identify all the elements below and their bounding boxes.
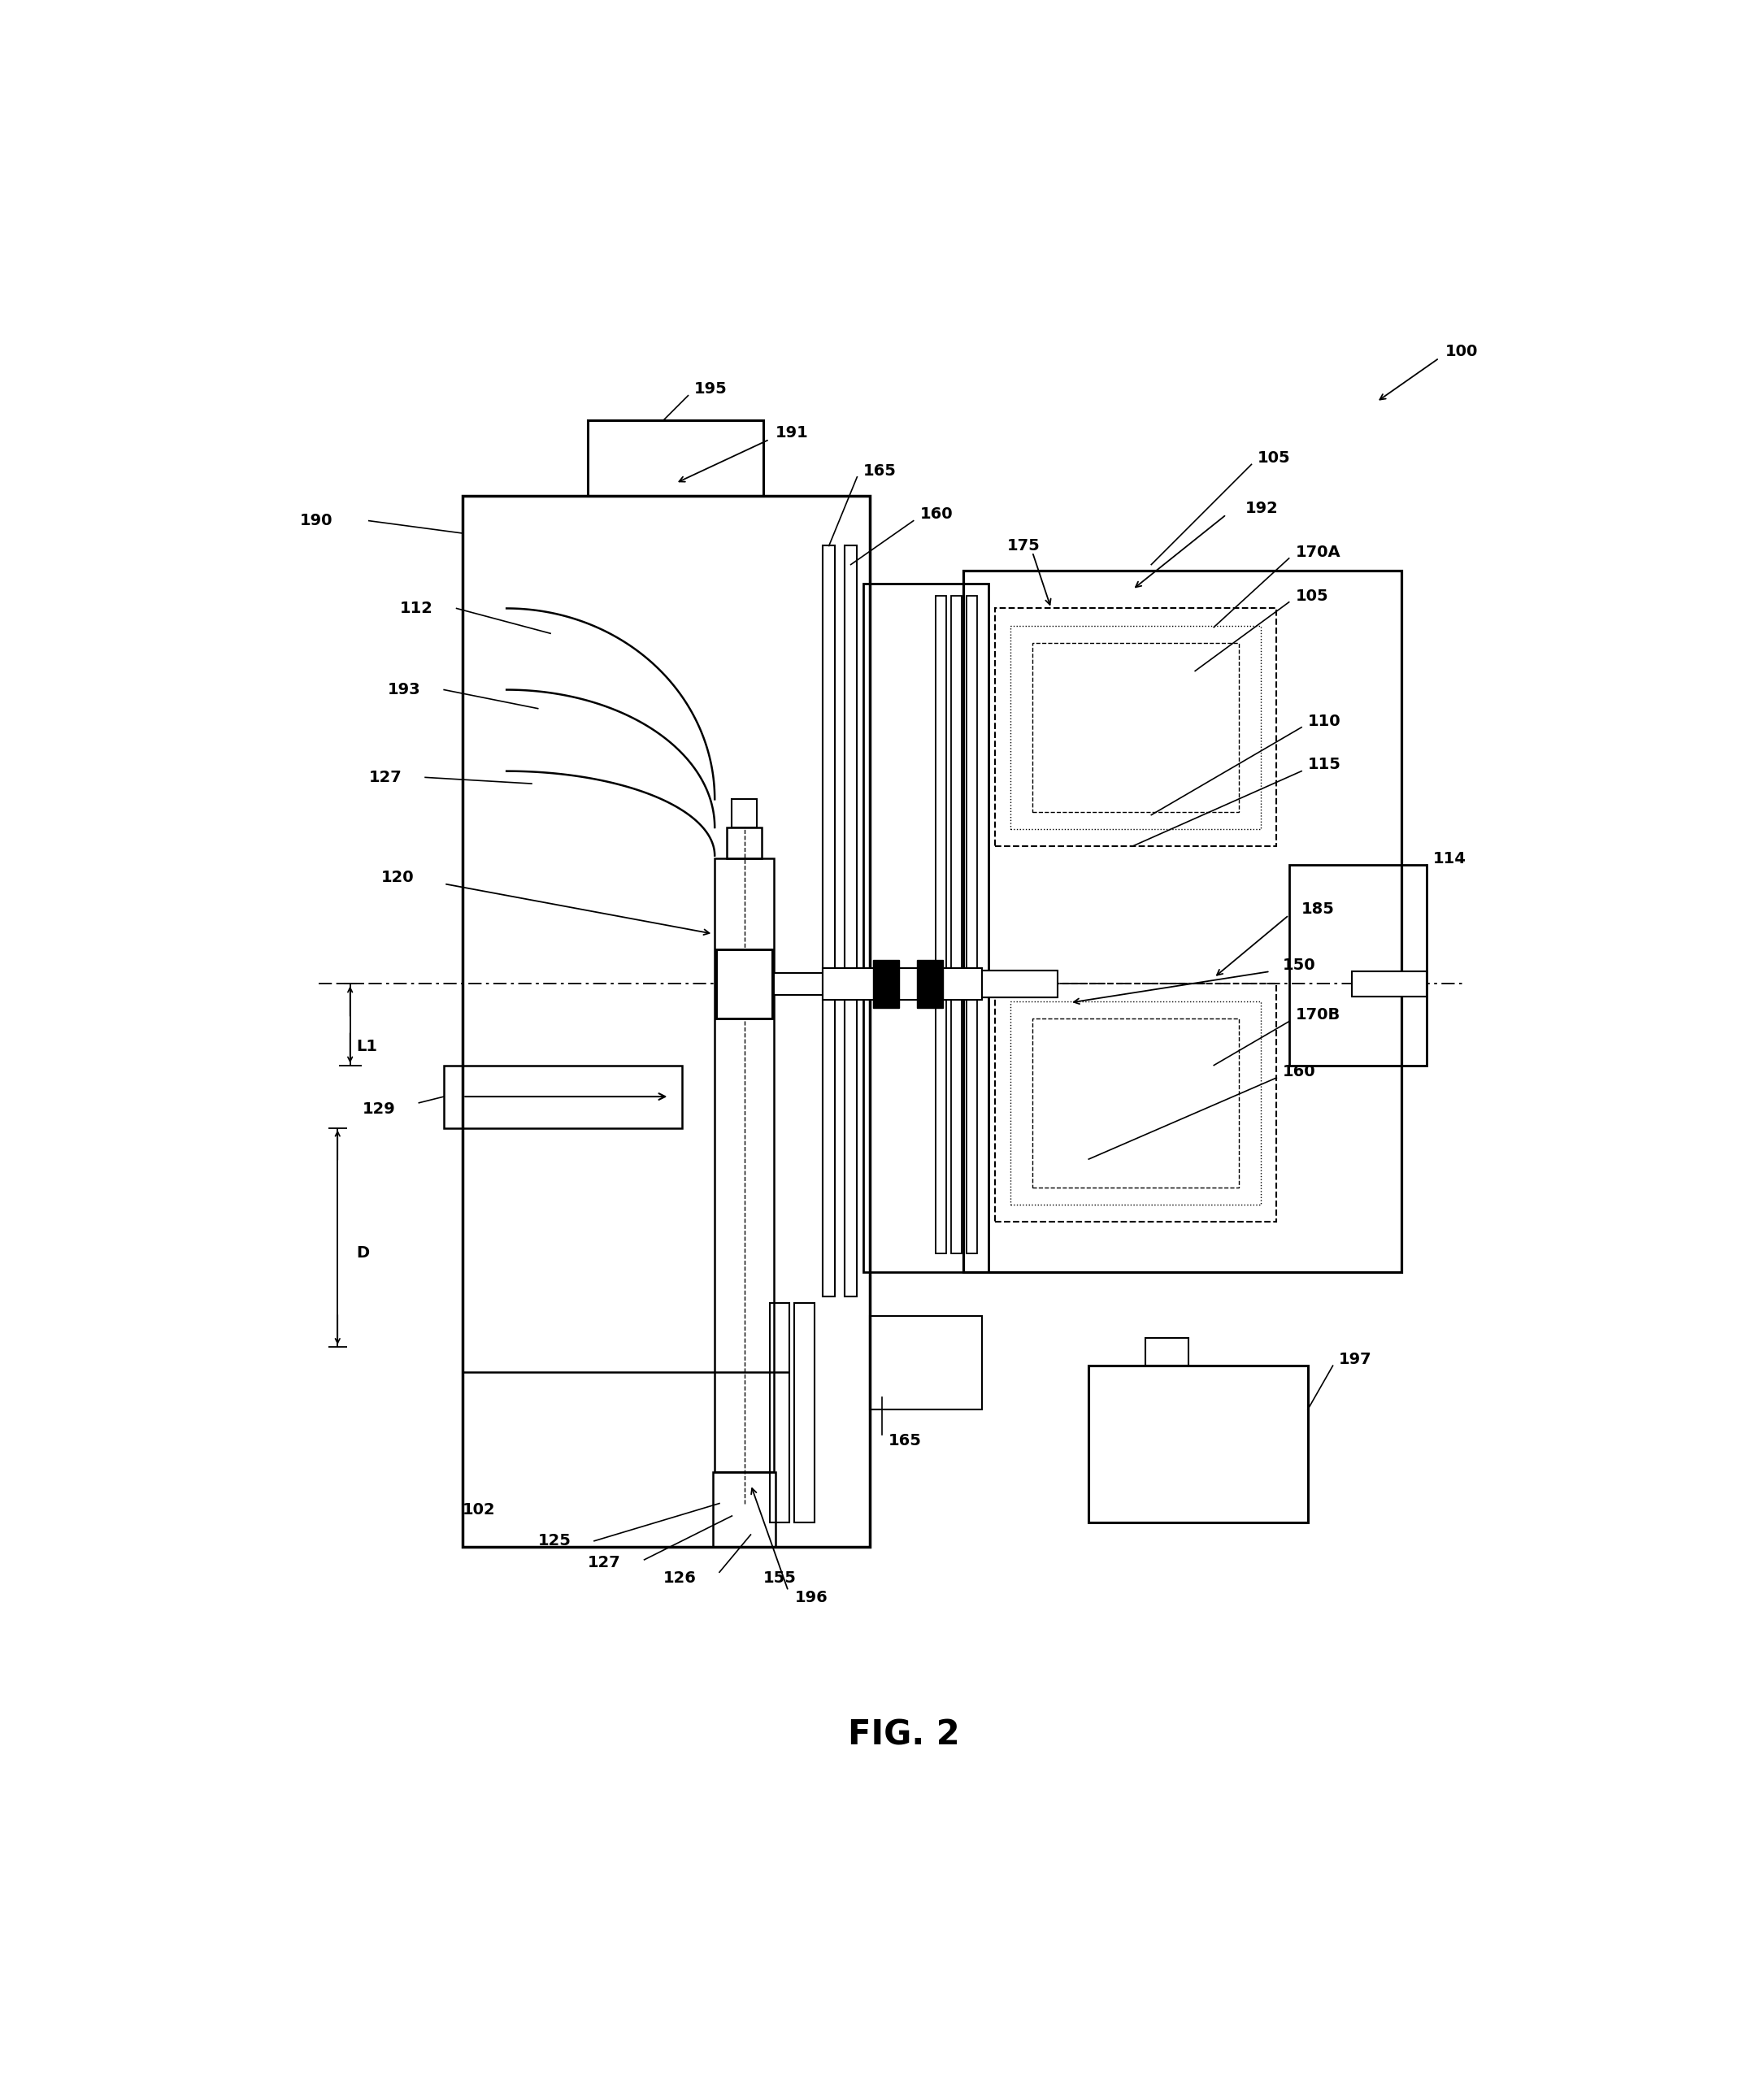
Text: 102: 102 [462,1501,496,1518]
Text: D: D [356,1246,369,1260]
Bar [873,959,900,1007]
Bar [822,967,983,999]
Text: 185: 185 [1302,901,1335,916]
Bar [1032,1019,1238,1187]
Bar [769,1304,790,1522]
Bar [1088,1366,1307,1522]
Bar [1351,972,1427,996]
Text: 170A: 170A [1295,544,1341,561]
Text: L1: L1 [356,1038,377,1055]
Bar [727,828,762,859]
Bar [732,799,757,828]
Bar [714,859,774,1472]
Text: 165: 165 [863,463,896,477]
Bar [935,596,946,1254]
Text: 112: 112 [400,600,434,617]
Text: 100: 100 [1445,345,1478,359]
Bar [587,421,764,496]
Bar [1289,866,1427,1065]
Bar [445,1065,683,1127]
Text: 125: 125 [538,1534,572,1549]
Text: 129: 129 [363,1102,395,1117]
Text: 191: 191 [776,426,810,440]
Text: 105: 105 [1295,588,1328,604]
Bar [1032,644,1238,812]
Text: 193: 193 [388,683,420,698]
Bar [870,1316,983,1410]
Bar [963,571,1402,1273]
Bar [845,546,857,1298]
Bar [995,608,1277,847]
Text: 170B: 170B [1295,1007,1341,1023]
Text: 115: 115 [1307,758,1341,772]
Text: 160: 160 [1282,1063,1316,1080]
Text: FIG. 2: FIG. 2 [848,1719,960,1752]
Bar [951,596,961,1254]
Text: 114: 114 [1432,851,1466,866]
Text: 192: 192 [1245,500,1279,517]
Text: 190: 190 [300,513,333,529]
Text: 126: 126 [663,1572,697,1586]
Text: 195: 195 [695,382,727,397]
Text: 165: 165 [889,1432,921,1449]
Text: 120: 120 [381,870,415,884]
Text: 197: 197 [1339,1351,1372,1368]
Bar [1145,1337,1189,1366]
Text: 160: 160 [919,507,953,523]
Bar [716,949,773,1019]
Bar [462,496,870,1547]
Text: 127: 127 [587,1555,621,1572]
Text: 110: 110 [1307,714,1341,729]
Bar [774,974,822,994]
Bar [863,583,988,1273]
Text: 150: 150 [1282,957,1316,974]
Text: 175: 175 [1007,538,1041,554]
Bar [1011,1001,1261,1204]
Bar [983,969,1057,999]
Bar [713,1472,776,1547]
Bar [1011,625,1261,828]
Bar [917,959,942,1007]
Bar [967,596,977,1254]
Text: 127: 127 [369,770,402,785]
Bar [822,546,834,1298]
Bar [716,949,773,1019]
Text: 196: 196 [794,1590,827,1605]
Text: 105: 105 [1258,450,1291,465]
Text: 155: 155 [764,1572,796,1586]
Bar [794,1304,815,1522]
Bar [995,984,1277,1223]
